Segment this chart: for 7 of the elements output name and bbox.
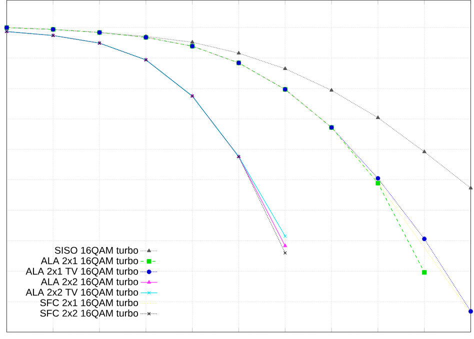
legend-label: ALA 2x2 16QAM turbo bbox=[40, 278, 138, 288]
legend-label: ALA 2x2 TV 16QAM turbo bbox=[26, 288, 138, 298]
legend-label: SFC 2x1 16QAM turbo bbox=[40, 299, 138, 308]
legend-label: ALA 2x1 16QAM turbo bbox=[40, 257, 138, 266]
legend-label: SISO 16QAM turbo bbox=[54, 246, 138, 256]
legend-label: ALA 2x1 TV 16QAM turbo bbox=[26, 268, 138, 277]
legend-label: SFC 2x2 16QAM turbo bbox=[40, 310, 138, 319]
